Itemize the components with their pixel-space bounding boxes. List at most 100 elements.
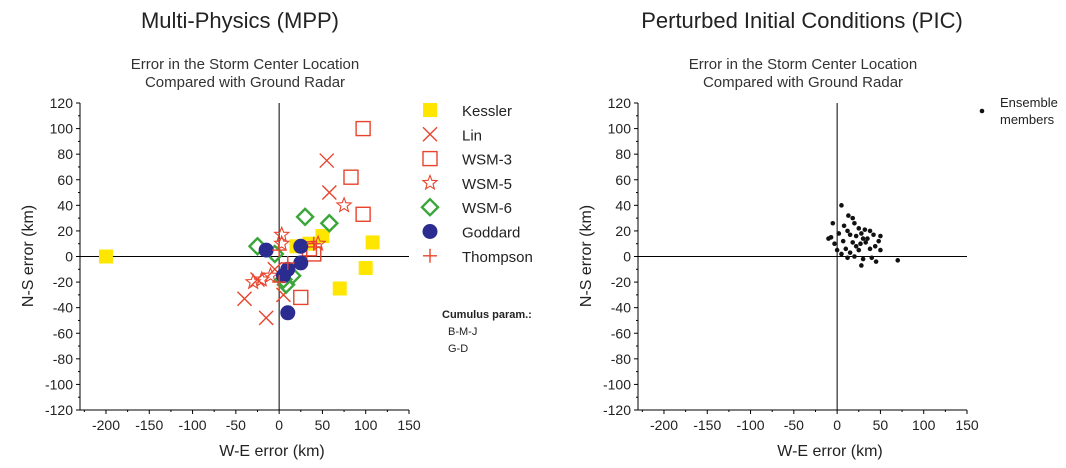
left-legend: Kessler Lin WSM-3 WSM-5 WSM-6 Goddard Thompson (420, 103, 533, 266)
point-ensemble-members (853, 243, 859, 249)
point-ensemble-members (860, 236, 866, 241)
point-wsm-6 (295, 207, 315, 227)
point-thompson (280, 255, 295, 270)
point-kessler (365, 235, 380, 250)
point-ensemble-members (847, 232, 853, 238)
point-wsm-5 (261, 266, 280, 284)
point-ensemble-members (859, 231, 864, 236)
legend-label-kessler: Kessler (462, 103, 512, 120)
x-tick-label: 50 (873, 417, 889, 433)
legend-label-wsm-3: WSM-3 (462, 152, 512, 169)
left-panel-title: Multi-Physics (MPP) (141, 8, 339, 33)
point-ensemble-members (832, 241, 837, 247)
point-goddard (293, 255, 309, 271)
y-tick-label: -100 (603, 376, 631, 392)
point-thompson (272, 275, 287, 290)
point-goddard (275, 268, 291, 284)
point-wsm-3 (293, 289, 309, 306)
y-tick-label: -40 (611, 300, 631, 316)
point-ensemble-members (895, 258, 901, 263)
x-tick-label: 100 (912, 417, 936, 433)
y-tick-label: 40 (57, 197, 73, 213)
legend-marker-lin (422, 126, 438, 142)
point-ensemble-members (852, 254, 857, 259)
point-ensemble-members (876, 238, 881, 244)
y-tick-label: -100 (45, 376, 73, 392)
x-tick-label: 0 (275, 417, 283, 433)
point-ensemble-members (867, 228, 873, 234)
point-ensemble-members (865, 236, 870, 241)
point-ensemble-members (839, 203, 844, 208)
legend-label-ensemble: Ensemble (1000, 95, 1058, 110)
right-legend: Ensemble members (979, 95, 1058, 127)
y-tick-label: -60 (53, 325, 73, 341)
left-y-axis-label: N-S error (km) (20, 205, 37, 307)
x-tick-label: 50 (315, 417, 331, 433)
legend-label-goddard: Goddard (462, 225, 520, 242)
point-ensemble-members (859, 263, 864, 268)
point-ensemble-members (840, 238, 846, 244)
y-tick-label: 120 (50, 95, 74, 111)
point-ensemble-members (858, 241, 863, 247)
y-tick-label: 0 (65, 249, 73, 265)
y-tick-label: -40 (53, 300, 73, 316)
point-ensemble-members (872, 243, 878, 249)
cumulus-title: Cumulus param.: (442, 309, 532, 321)
x-tick-label: -100 (737, 417, 765, 433)
x-tick-label: -150 (693, 417, 721, 433)
y-tick-label: 0 (623, 249, 631, 265)
y-tick-label: -120 (45, 402, 73, 418)
legend-marker-kessler (423, 103, 437, 117)
point-kessler (98, 249, 113, 264)
point-ensemble-members (843, 246, 849, 252)
y-tick-label: -120 (603, 402, 631, 418)
point-lin (258, 310, 274, 326)
point-thompson (272, 243, 287, 258)
legend-marker-thompson (423, 248, 437, 263)
legend-label-lin: Lin (462, 127, 482, 144)
point-wsm-5 (335, 196, 353, 213)
legend-label-ensemble: members (1000, 112, 1055, 127)
point-ensemble-members (841, 223, 847, 229)
point-ensemble-members (862, 227, 868, 232)
x-tick-label: -50 (226, 417, 246, 433)
x-tick-label: -200 (650, 417, 678, 433)
right-panel-title: Perturbed Initial Conditions (PIC) (641, 8, 963, 33)
y-tick-label: -80 (53, 351, 73, 367)
cumulus-item-gd: G-D (448, 343, 468, 355)
point-kessler (358, 261, 373, 276)
y-tick-label: -20 (611, 274, 631, 290)
point-ensemble-members (834, 247, 840, 253)
y-tick-label: 40 (615, 197, 631, 213)
y-tick-label: -80 (611, 351, 631, 367)
point-ensemble-members (878, 233, 883, 239)
point-ensemble-members (856, 247, 862, 253)
legend-marker-goddard (422, 224, 438, 239)
point-ensemble-members (845, 255, 850, 261)
y-tick-label: 80 (615, 146, 631, 162)
point-ensemble-members (873, 259, 879, 264)
point-ensemble-members (852, 220, 857, 226)
point-ensemble-members (847, 250, 853, 255)
point-ensemble-members (867, 246, 873, 252)
point-ensemble-members (869, 255, 875, 261)
left-plot-area: 120100806040200-20-40-60-80-100-120-200-… (45, 95, 421, 433)
point-ensemble-members (845, 228, 850, 234)
point-lin (319, 153, 335, 169)
y-tick-label: 80 (57, 146, 73, 162)
point-ensemble-members (860, 256, 866, 262)
legend-label-wsm-6: WSM-6 (462, 200, 512, 217)
legend-marker-wsm-3 (422, 150, 438, 167)
legend-marker-wsm-6 (420, 197, 440, 217)
cumulus-item-bmj: B-M-J (448, 326, 477, 338)
point-lin (237, 291, 252, 307)
legend-label-wsm-5: WSM-5 (462, 176, 512, 193)
left-chart-title: Error in the Storm Center Location (131, 56, 359, 73)
point-ensemble-members (850, 240, 856, 245)
right-x-axis-label: W-E error (km) (777, 443, 882, 460)
right-chart-subtitle: Compared with Ground Radar (703, 74, 903, 91)
x-tick-label: -50 (784, 417, 804, 433)
right-chart-title: Error in the Storm Center Location (689, 56, 917, 73)
point-wsm-3 (355, 206, 371, 222)
